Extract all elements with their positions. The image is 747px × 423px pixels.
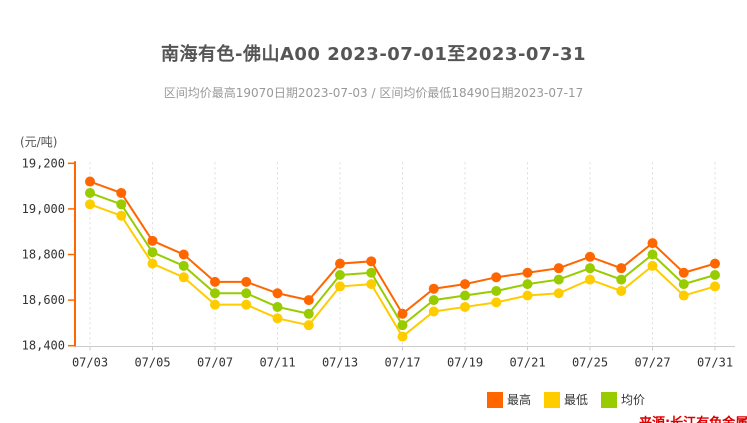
avg-series-swatch xyxy=(601,391,618,408)
svg-text:18,600: 18,600 xyxy=(22,293,65,307)
chart-legend: 最高 最低 均价 xyxy=(487,391,658,408)
y-axis-unit-label: (元/吨) xyxy=(20,135,58,149)
svg-text:07/03: 07/03 xyxy=(72,356,108,370)
low-series-swatch xyxy=(544,391,561,408)
chart-title: 南海有色-佛山A00 2023-07-01至2023-07-31 xyxy=(161,44,586,65)
legend-item-avg: 均价 xyxy=(601,391,645,408)
svg-text:07/07: 07/07 xyxy=(197,356,233,370)
legend-item-low: 最低 xyxy=(544,391,588,408)
svg-text:07/27: 07/27 xyxy=(634,356,670,370)
source-watermark: 来源:长江有色金属网 xyxy=(639,417,747,423)
svg-text:07/13: 07/13 xyxy=(322,356,358,370)
svg-text:07/21: 07/21 xyxy=(509,356,545,370)
svg-text:07/05: 07/05 xyxy=(134,356,170,370)
svg-text:18,800: 18,800 xyxy=(22,248,65,262)
svg-text:07/31: 07/31 xyxy=(697,356,733,370)
legend-item-high: 最高 xyxy=(487,391,531,408)
legend-label-avg: 均价 xyxy=(621,393,646,407)
svg-text:07/25: 07/25 xyxy=(572,356,608,370)
chart-subtitle: 区间均价最高19070日期2023-07-03 / 区间均价最低18490日期2… xyxy=(163,86,584,100)
svg-text:19,000: 19,000 xyxy=(22,202,65,216)
svg-text:07/19: 07/19 xyxy=(447,356,483,370)
svg-text:18,400: 18,400 xyxy=(22,339,65,353)
legend-label-low: 最低 xyxy=(564,393,589,407)
high-series-swatch xyxy=(487,391,503,408)
legend-label-high: 最高 xyxy=(507,393,532,407)
svg-text:07/17: 07/17 xyxy=(384,356,420,370)
svg-text:19,200: 19,200 xyxy=(22,156,65,170)
svg-text:07/11: 07/11 xyxy=(259,356,295,370)
